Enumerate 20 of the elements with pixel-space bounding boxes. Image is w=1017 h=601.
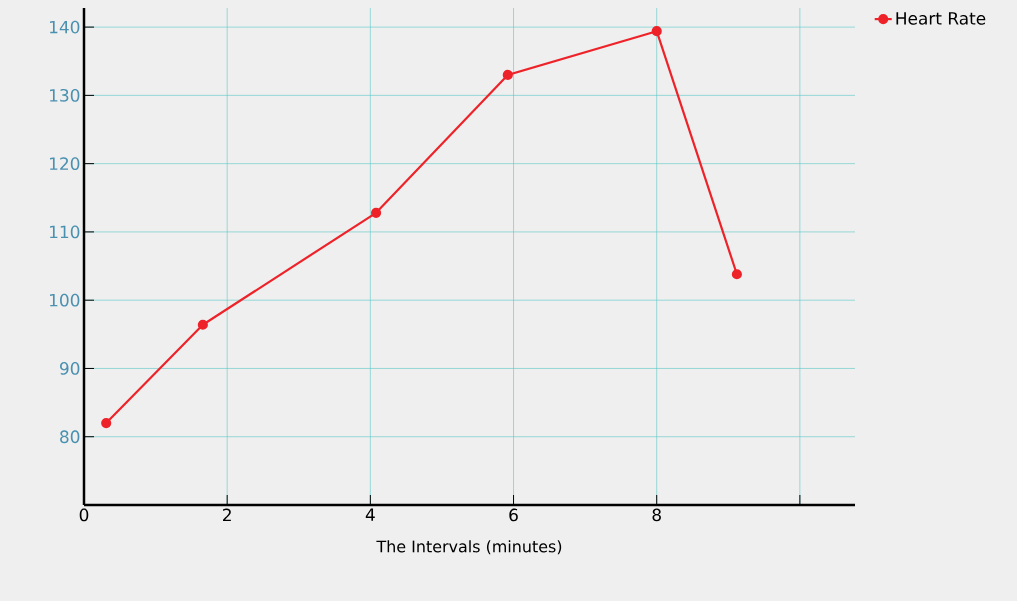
x-tick-label: 6 — [509, 508, 518, 522]
x-tick-label: 4 — [365, 508, 375, 521]
x-axis-title: The Intervals (minutes) — [376, 540, 562, 555]
y-tick-label: 90 — [59, 362, 80, 375]
point — [371, 207, 382, 218]
legend-label: Heart Rate — [896, 12, 986, 25]
x-tick-label: 0 — [79, 508, 89, 522]
y-tick-label: 100 — [50, 293, 80, 307]
y-tick-label: 110 — [50, 225, 80, 239]
y-tick-label: 130 — [50, 88, 80, 102]
x-tick-label: 2 — [223, 508, 231, 522]
point — [101, 417, 112, 429]
point — [197, 319, 208, 330]
point — [502, 69, 513, 80]
y-tick-label: 80 — [60, 430, 80, 444]
point — [731, 269, 742, 280]
y-tick-label: 140 — [50, 20, 80, 34]
x-tick-label: 8 — [652, 508, 661, 522]
point — [651, 26, 662, 37]
y-tick-label: 120 — [50, 157, 80, 171]
